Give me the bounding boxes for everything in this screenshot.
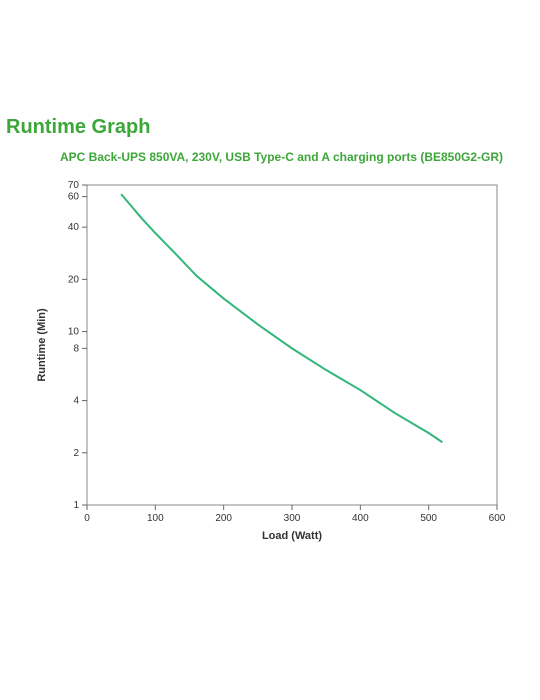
- x-tick-label: 500: [420, 513, 437, 524]
- x-tick-label: 600: [489, 513, 506, 524]
- y-tick-label: 10: [68, 327, 80, 338]
- y-tick-label: 4: [73, 396, 79, 407]
- chart-title: Runtime Graph: [6, 116, 150, 139]
- y-tick-label: 70: [68, 180, 80, 191]
- page-root: Runtime Graph APC Back-UPS 850VA, 230V, …: [0, 0, 540, 700]
- chart-subtitle: APC Back-UPS 850VA, 230V, USB Type-C and…: [60, 150, 540, 164]
- y-axis-label: Runtime (Min): [36, 308, 48, 382]
- x-tick-label: 0: [84, 513, 90, 524]
- runtime-curve: [121, 194, 442, 442]
- y-tick-label: 1: [73, 500, 79, 511]
- x-tick-label: 300: [284, 513, 301, 524]
- x-tick-label: 400: [352, 513, 369, 524]
- y-tick-label: 2: [73, 448, 79, 459]
- x-tick-label: 200: [215, 513, 232, 524]
- y-tick-label: 20: [68, 274, 80, 285]
- y-tick-label: 8: [73, 343, 79, 354]
- chart-svg: 0 100 200 300 400 500 600 1 2 4 8 10 20 40 6070 Load (W…: [22, 175, 522, 555]
- runtime-chart: 0 100 200 300 400 500 600 1 2 4 8 10 20 40 6070 Load (W…: [22, 175, 522, 555]
- y-tick-label: 60: [68, 192, 80, 203]
- x-axis-label: Load (Watt): [262, 530, 322, 542]
- x-tick-label: 100: [147, 513, 164, 524]
- y-tick-label: 40: [68, 222, 80, 233]
